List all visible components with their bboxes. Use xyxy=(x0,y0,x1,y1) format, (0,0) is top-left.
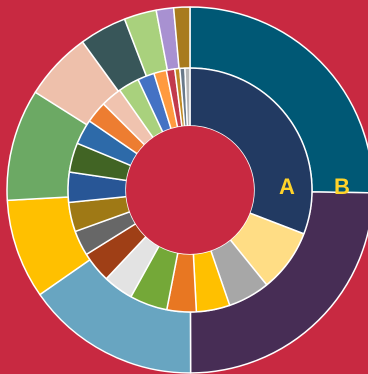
ring-label-a: A xyxy=(279,174,295,199)
outer-ring-b xyxy=(6,6,368,374)
center-hole xyxy=(126,126,254,254)
ring-label-b: B xyxy=(334,174,350,199)
inner-ring-a xyxy=(67,67,313,313)
